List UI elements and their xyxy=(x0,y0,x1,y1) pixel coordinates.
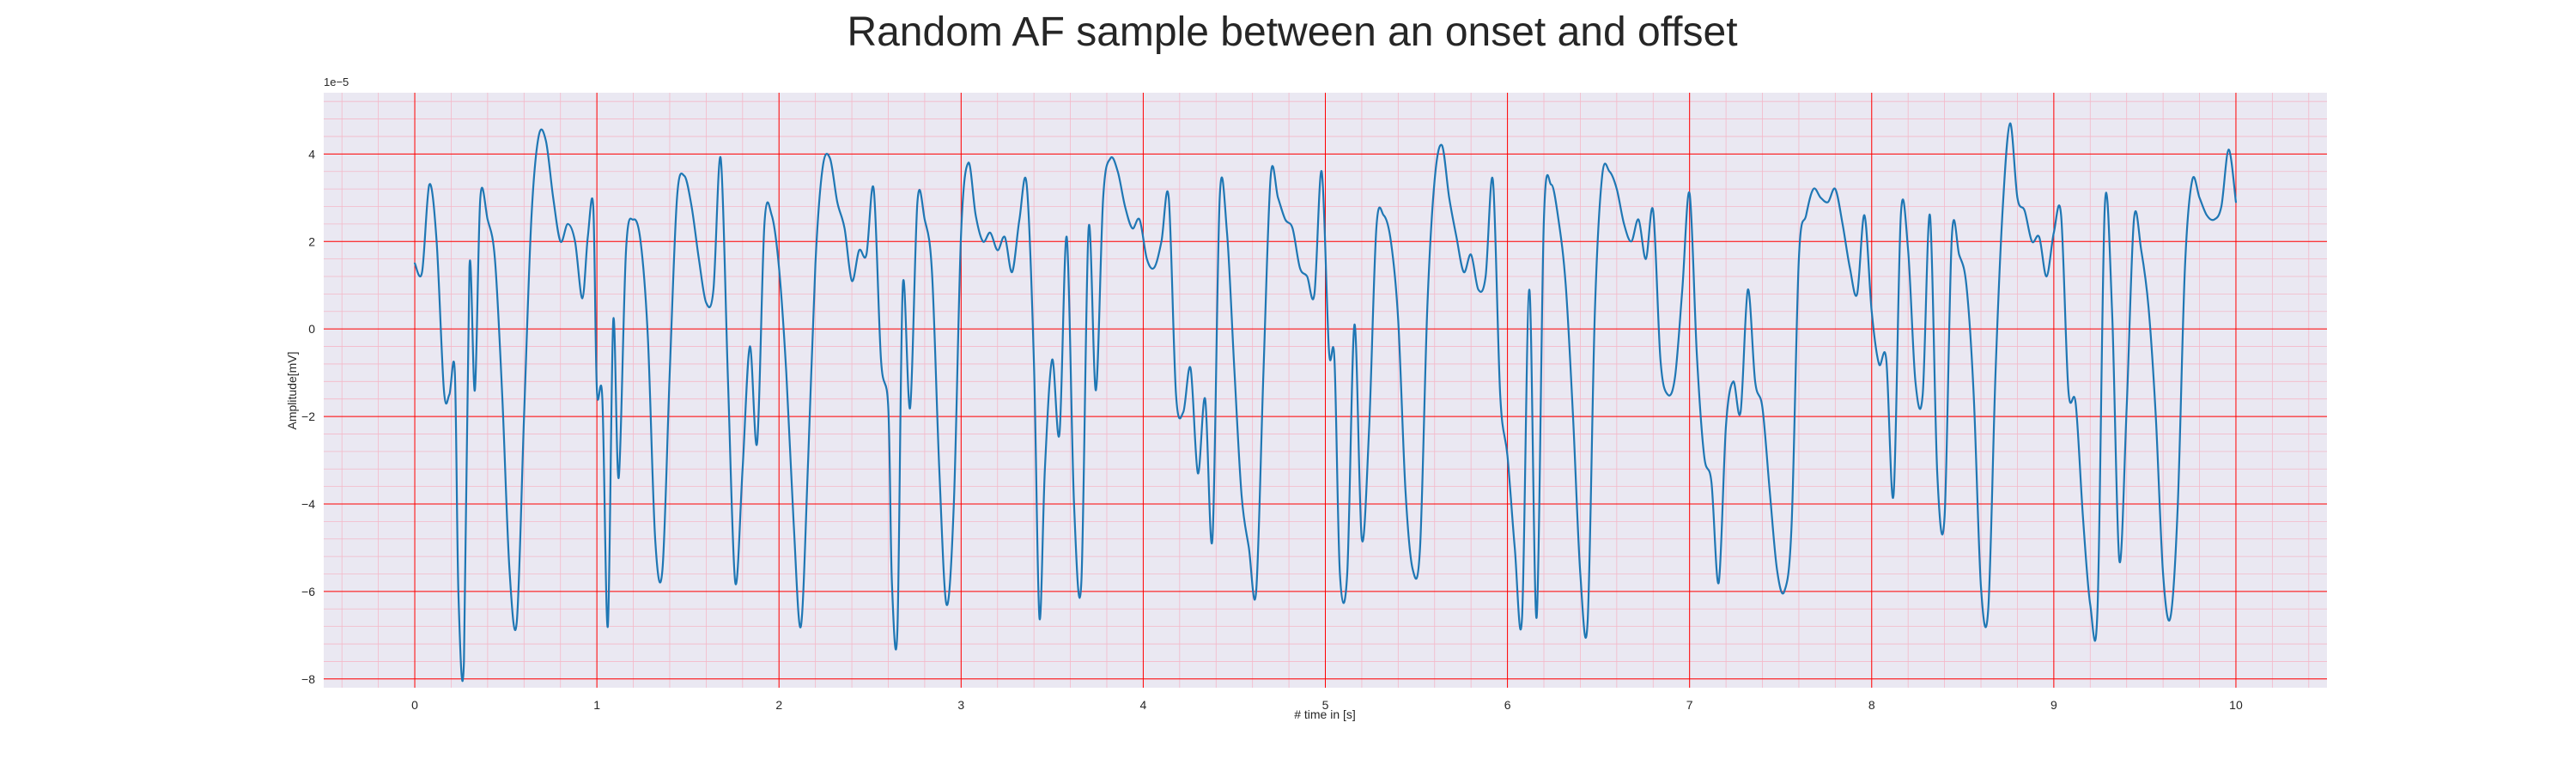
x-tick-label: 10 xyxy=(2229,698,2243,712)
x-tick-label: 9 xyxy=(2050,698,2057,712)
x-tick-label: 7 xyxy=(1686,698,1693,712)
series-line xyxy=(413,122,2238,683)
x-tick-label: 5 xyxy=(1322,698,1329,712)
y-tick-label: −2 xyxy=(301,410,315,423)
y-axis-offset-label: 1e−5 xyxy=(324,76,349,88)
y-tick-label: −8 xyxy=(301,672,315,686)
series-layer xyxy=(413,122,2238,683)
x-tick-label: 2 xyxy=(775,698,782,712)
x-tick-label: 4 xyxy=(1140,698,1147,712)
y-tick-label: −6 xyxy=(301,585,315,598)
y-tick-label: 2 xyxy=(308,234,315,248)
x-axis-ticks: 0 1 2 3 4 5 6 7 8 9 10 xyxy=(411,698,2243,712)
x-tick-label: 8 xyxy=(1868,698,1875,712)
x-tick-label: 6 xyxy=(1504,698,1511,712)
x-tick-label: 3 xyxy=(957,698,964,712)
y-axis-ticks: −8 −6 −4 −2 0 2 4 xyxy=(301,147,315,685)
x-tick-label: 1 xyxy=(593,698,600,712)
y-tick-label: 4 xyxy=(308,147,315,161)
chart-title: Random AF sample between an onset and of… xyxy=(847,9,1737,55)
x-axis-label: # time in [s] xyxy=(1294,707,1356,721)
y-tick-label: 0 xyxy=(308,322,315,336)
y-axis-label: Amplitude[mV] xyxy=(285,351,299,429)
y-tick-label: −4 xyxy=(301,497,315,511)
x-tick-label: 0 xyxy=(411,698,418,712)
